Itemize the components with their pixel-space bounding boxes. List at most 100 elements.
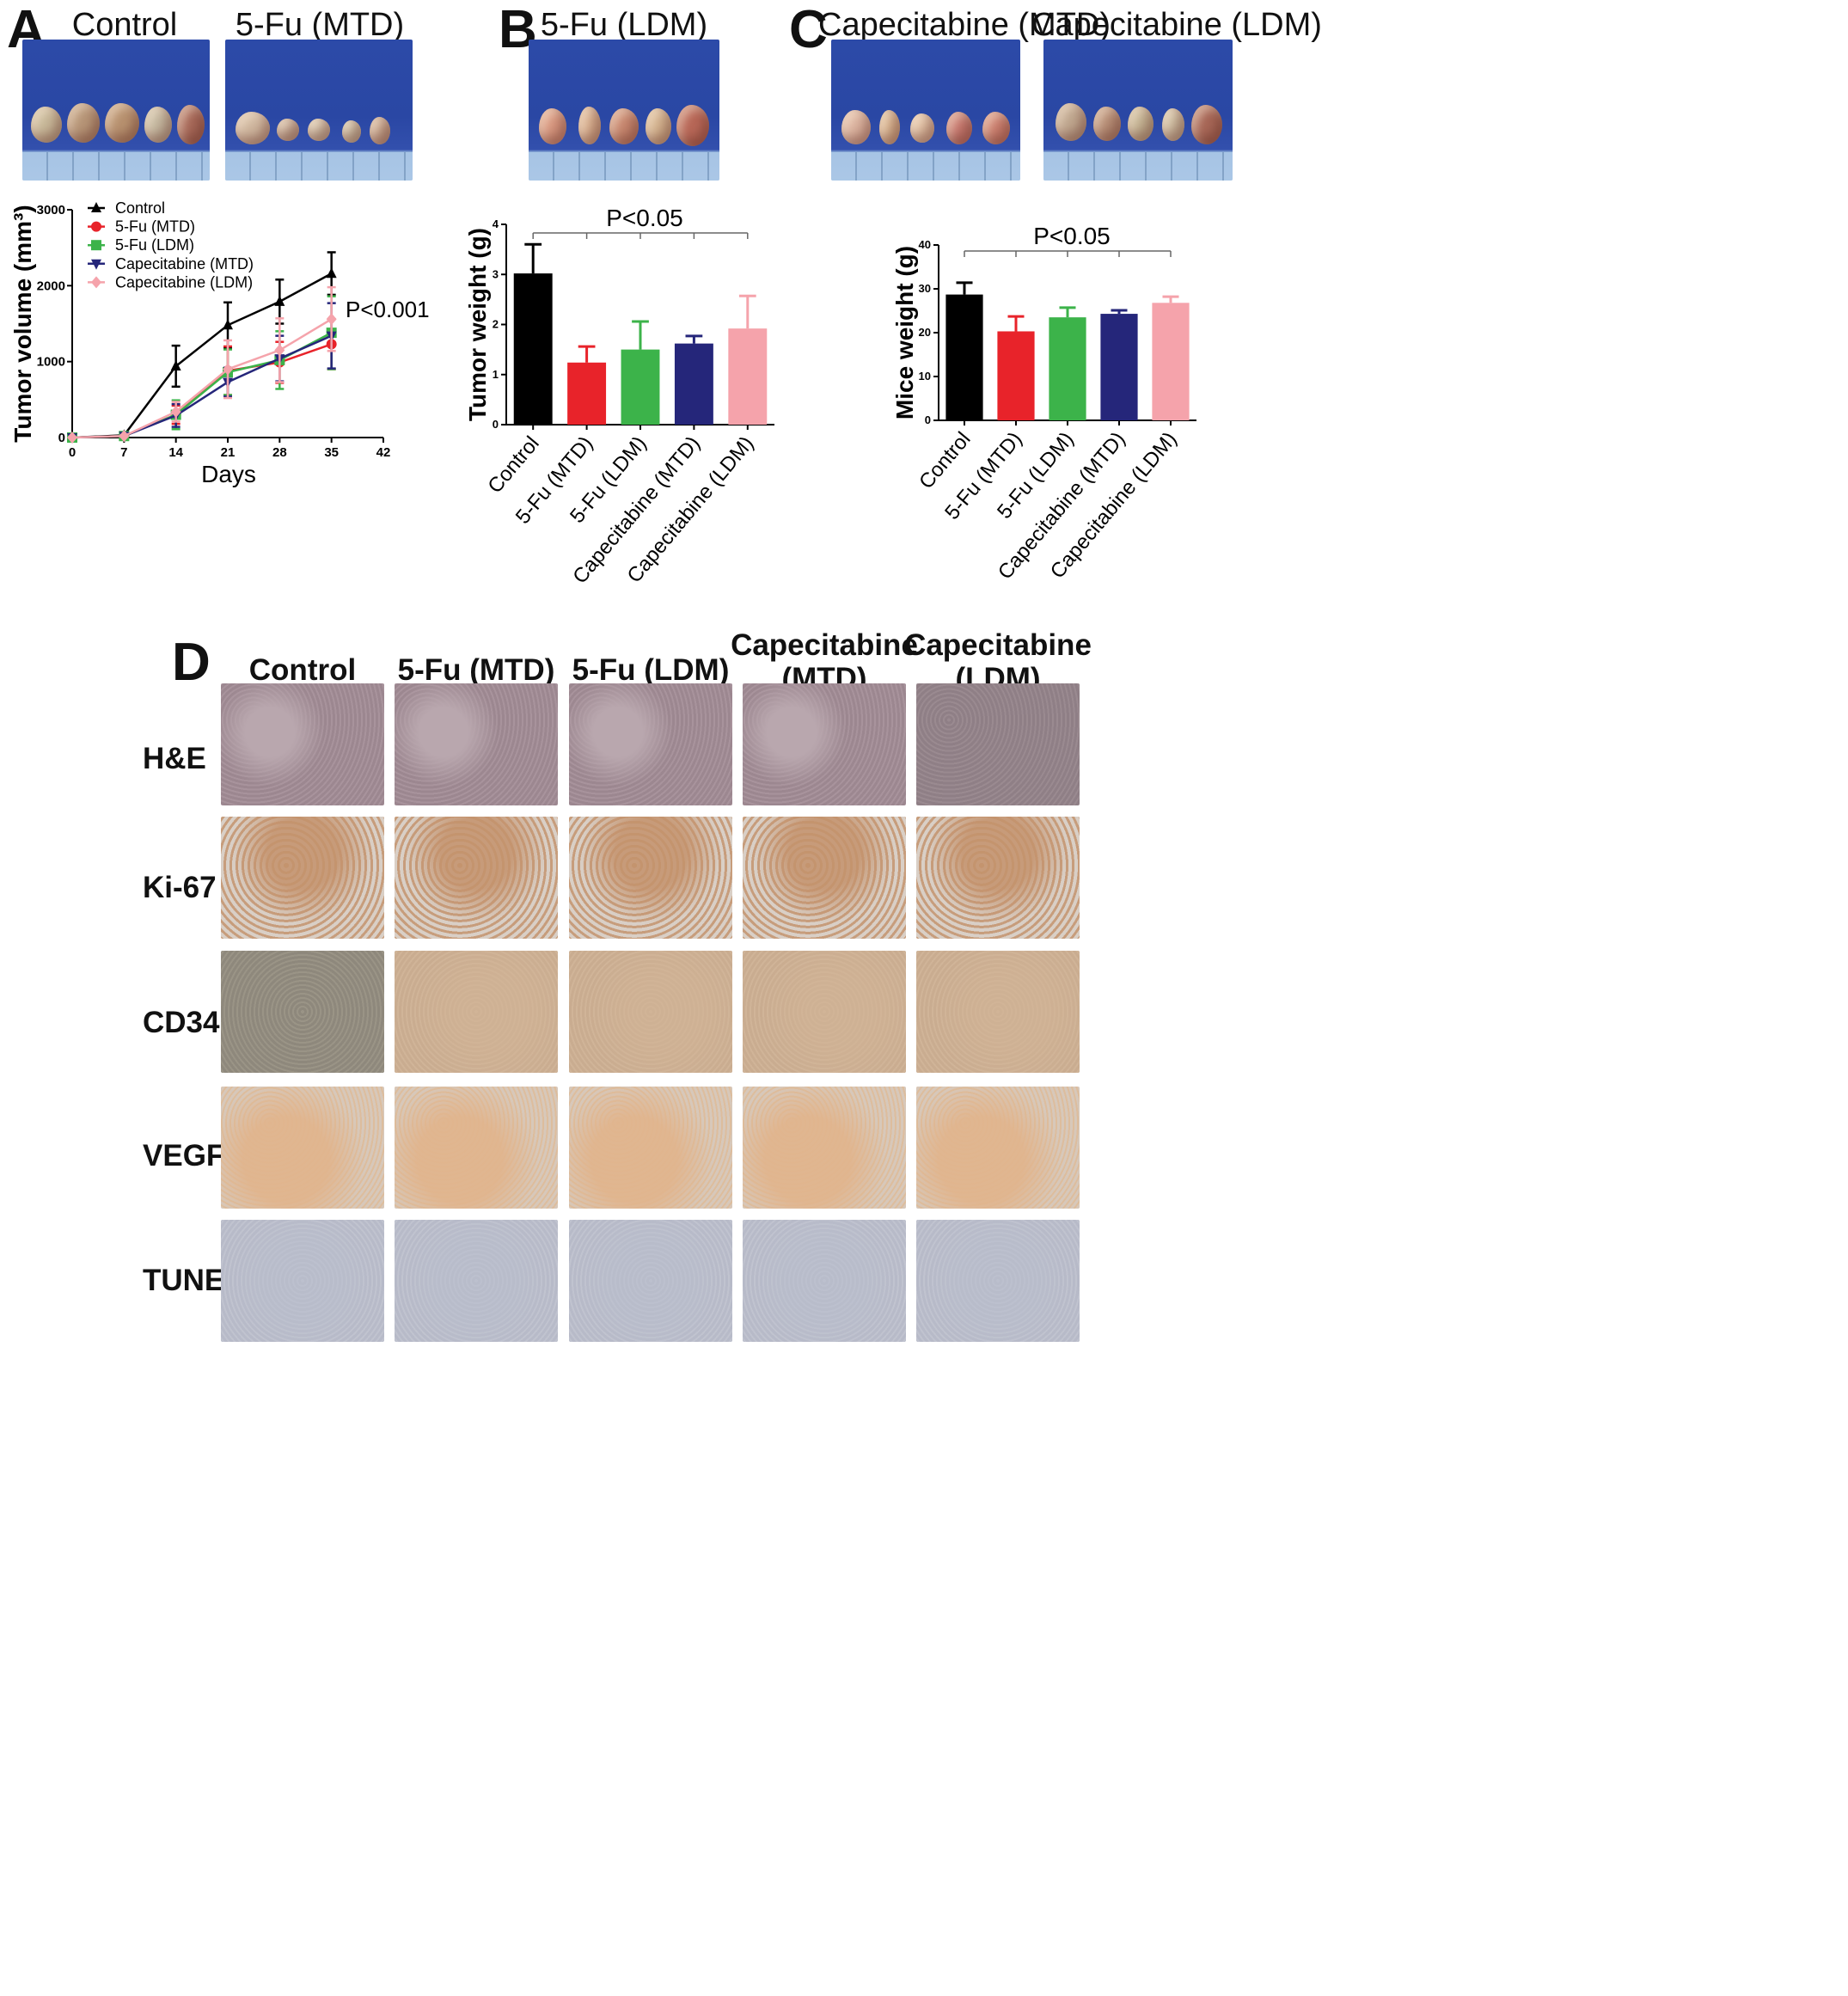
series-1: [67, 317, 337, 443]
bar: [621, 349, 660, 425]
histology-image-he: [916, 683, 1080, 805]
series-2: [67, 295, 337, 443]
y-tick-label: 0: [493, 418, 499, 431]
tumor-photo-cap-mtd: [831, 40, 1020, 181]
data-point: [274, 344, 285, 357]
x-axis-label: Days: [201, 461, 256, 487]
histology-row-label: Ki-67: [143, 871, 217, 904]
series-line: [71, 331, 333, 439]
histology-image-cd34: [221, 951, 384, 1073]
photo-label-control: Control: [71, 7, 178, 43]
y-tick-label: 20: [919, 326, 931, 339]
histology-image-he: [569, 683, 732, 805]
series-line: [71, 318, 333, 439]
y-tick-label: 3000: [37, 203, 65, 217]
y-tick-label: 2: [493, 318, 499, 331]
photo-label-cap-mtd: Capecitabine (MTD): [818, 7, 1111, 43]
histology-row-label: H&E: [143, 742, 206, 775]
y-axis-label: Tumor volume (mm³): [9, 205, 36, 442]
histology-image-vegf: [395, 1087, 558, 1209]
x-tick-label: 14: [168, 445, 183, 460]
histology-column-label: Control: [248, 653, 357, 687]
legend-marker: [91, 221, 101, 232]
histology-image-cd34: [569, 951, 732, 1073]
bar: [674, 343, 713, 425]
histology-image-vegf: [569, 1087, 732, 1209]
legend-label: 5-Fu (LDM): [115, 236, 194, 254]
histology-image-vegf: [221, 1087, 384, 1209]
legend-marker: [91, 202, 101, 212]
histology-image-he: [221, 683, 384, 805]
legend-label: 5-Fu (MTD): [115, 218, 195, 236]
histology-image-tunel: [395, 1220, 558, 1342]
legend-marker: [91, 259, 101, 270]
y-axis-label: Tumor weight (g): [464, 228, 491, 421]
photo-label-5fu-mtd: 5-Fu (MTD): [235, 7, 405, 43]
series-line: [71, 334, 333, 439]
x-tick-label: 42: [376, 445, 391, 460]
series-4: [67, 285, 337, 444]
bar: [567, 362, 607, 425]
x-tick-label: 7: [120, 445, 127, 460]
x-tick-label: 21: [221, 445, 236, 460]
bar: [945, 294, 983, 420]
tumor-photo-cap-ldm: [1043, 40, 1233, 181]
x-tick-label: 35: [324, 445, 339, 460]
p-value-annotation: P<0.05: [1033, 223, 1111, 249]
series-line: [71, 272, 333, 439]
histology-image-ki67: [395, 817, 558, 939]
data-point: [119, 430, 130, 443]
photo-label-5fu-ldm: 5-Fu (LDM): [540, 7, 708, 43]
y-tick-label: 30: [919, 282, 931, 295]
histology-image-he: [743, 683, 906, 805]
histology-image-ki67: [221, 817, 384, 939]
histology-image-ki67: [916, 817, 1080, 939]
histology-image-tunel: [916, 1220, 1080, 1342]
x-tick-label: 0: [69, 445, 76, 460]
data-point: [326, 313, 337, 326]
x-tick-label: 28: [272, 445, 287, 460]
y-tick-label: 40: [919, 238, 931, 251]
y-tick-label: 0: [925, 413, 931, 426]
legend-label: Control: [115, 199, 165, 217]
histology-image-he: [395, 683, 558, 805]
histology-image-tunel: [569, 1220, 732, 1342]
data-point: [170, 359, 181, 370]
histology-image-vegf: [916, 1087, 1080, 1209]
y-tick-label: 2000: [37, 279, 65, 293]
histology-image-tunel: [221, 1220, 384, 1342]
legend-marker: [91, 240, 101, 251]
y-tick-label: 4: [493, 217, 499, 230]
data-point: [274, 295, 285, 306]
series-3: [67, 302, 337, 444]
histology-column-label: 5-Fu (LDM): [572, 653, 730, 687]
tumor-photo-5fu-mtd: [225, 40, 413, 181]
data-point: [67, 432, 77, 444]
p-value-annotation: P<0.001: [346, 297, 430, 322]
data-point: [223, 363, 233, 376]
histology-image-vegf: [743, 1087, 906, 1209]
panel-letter-c: C: [789, 0, 828, 59]
tumor-photo-5fu-ldm: [529, 40, 719, 181]
y-tick-label: 1: [493, 368, 499, 381]
y-tick-label: 0: [58, 431, 65, 445]
histology-row-label: VEGF: [143, 1139, 225, 1172]
data-point: [170, 405, 181, 418]
histology-row-label: CD34: [143, 1006, 220, 1039]
y-tick-label: 10: [919, 370, 931, 383]
histology-image-cd34: [743, 951, 906, 1073]
tumor-photo-control: [22, 40, 210, 181]
bar: [728, 328, 768, 425]
bar: [1100, 314, 1138, 420]
histology-image-ki67: [743, 817, 906, 939]
data-point: [326, 267, 337, 279]
photo-label-cap-ldm: Capecitabine (LDM): [1031, 7, 1322, 43]
panel-letter-d: D: [172, 633, 211, 692]
histology-image-ki67: [569, 817, 732, 939]
p-value-annotation: P<0.05: [606, 205, 683, 231]
histology-column-label: 5-Fu (MTD): [397, 653, 555, 687]
legend-label: Capecitabine (MTD): [115, 255, 254, 272]
bar: [1049, 317, 1086, 420]
